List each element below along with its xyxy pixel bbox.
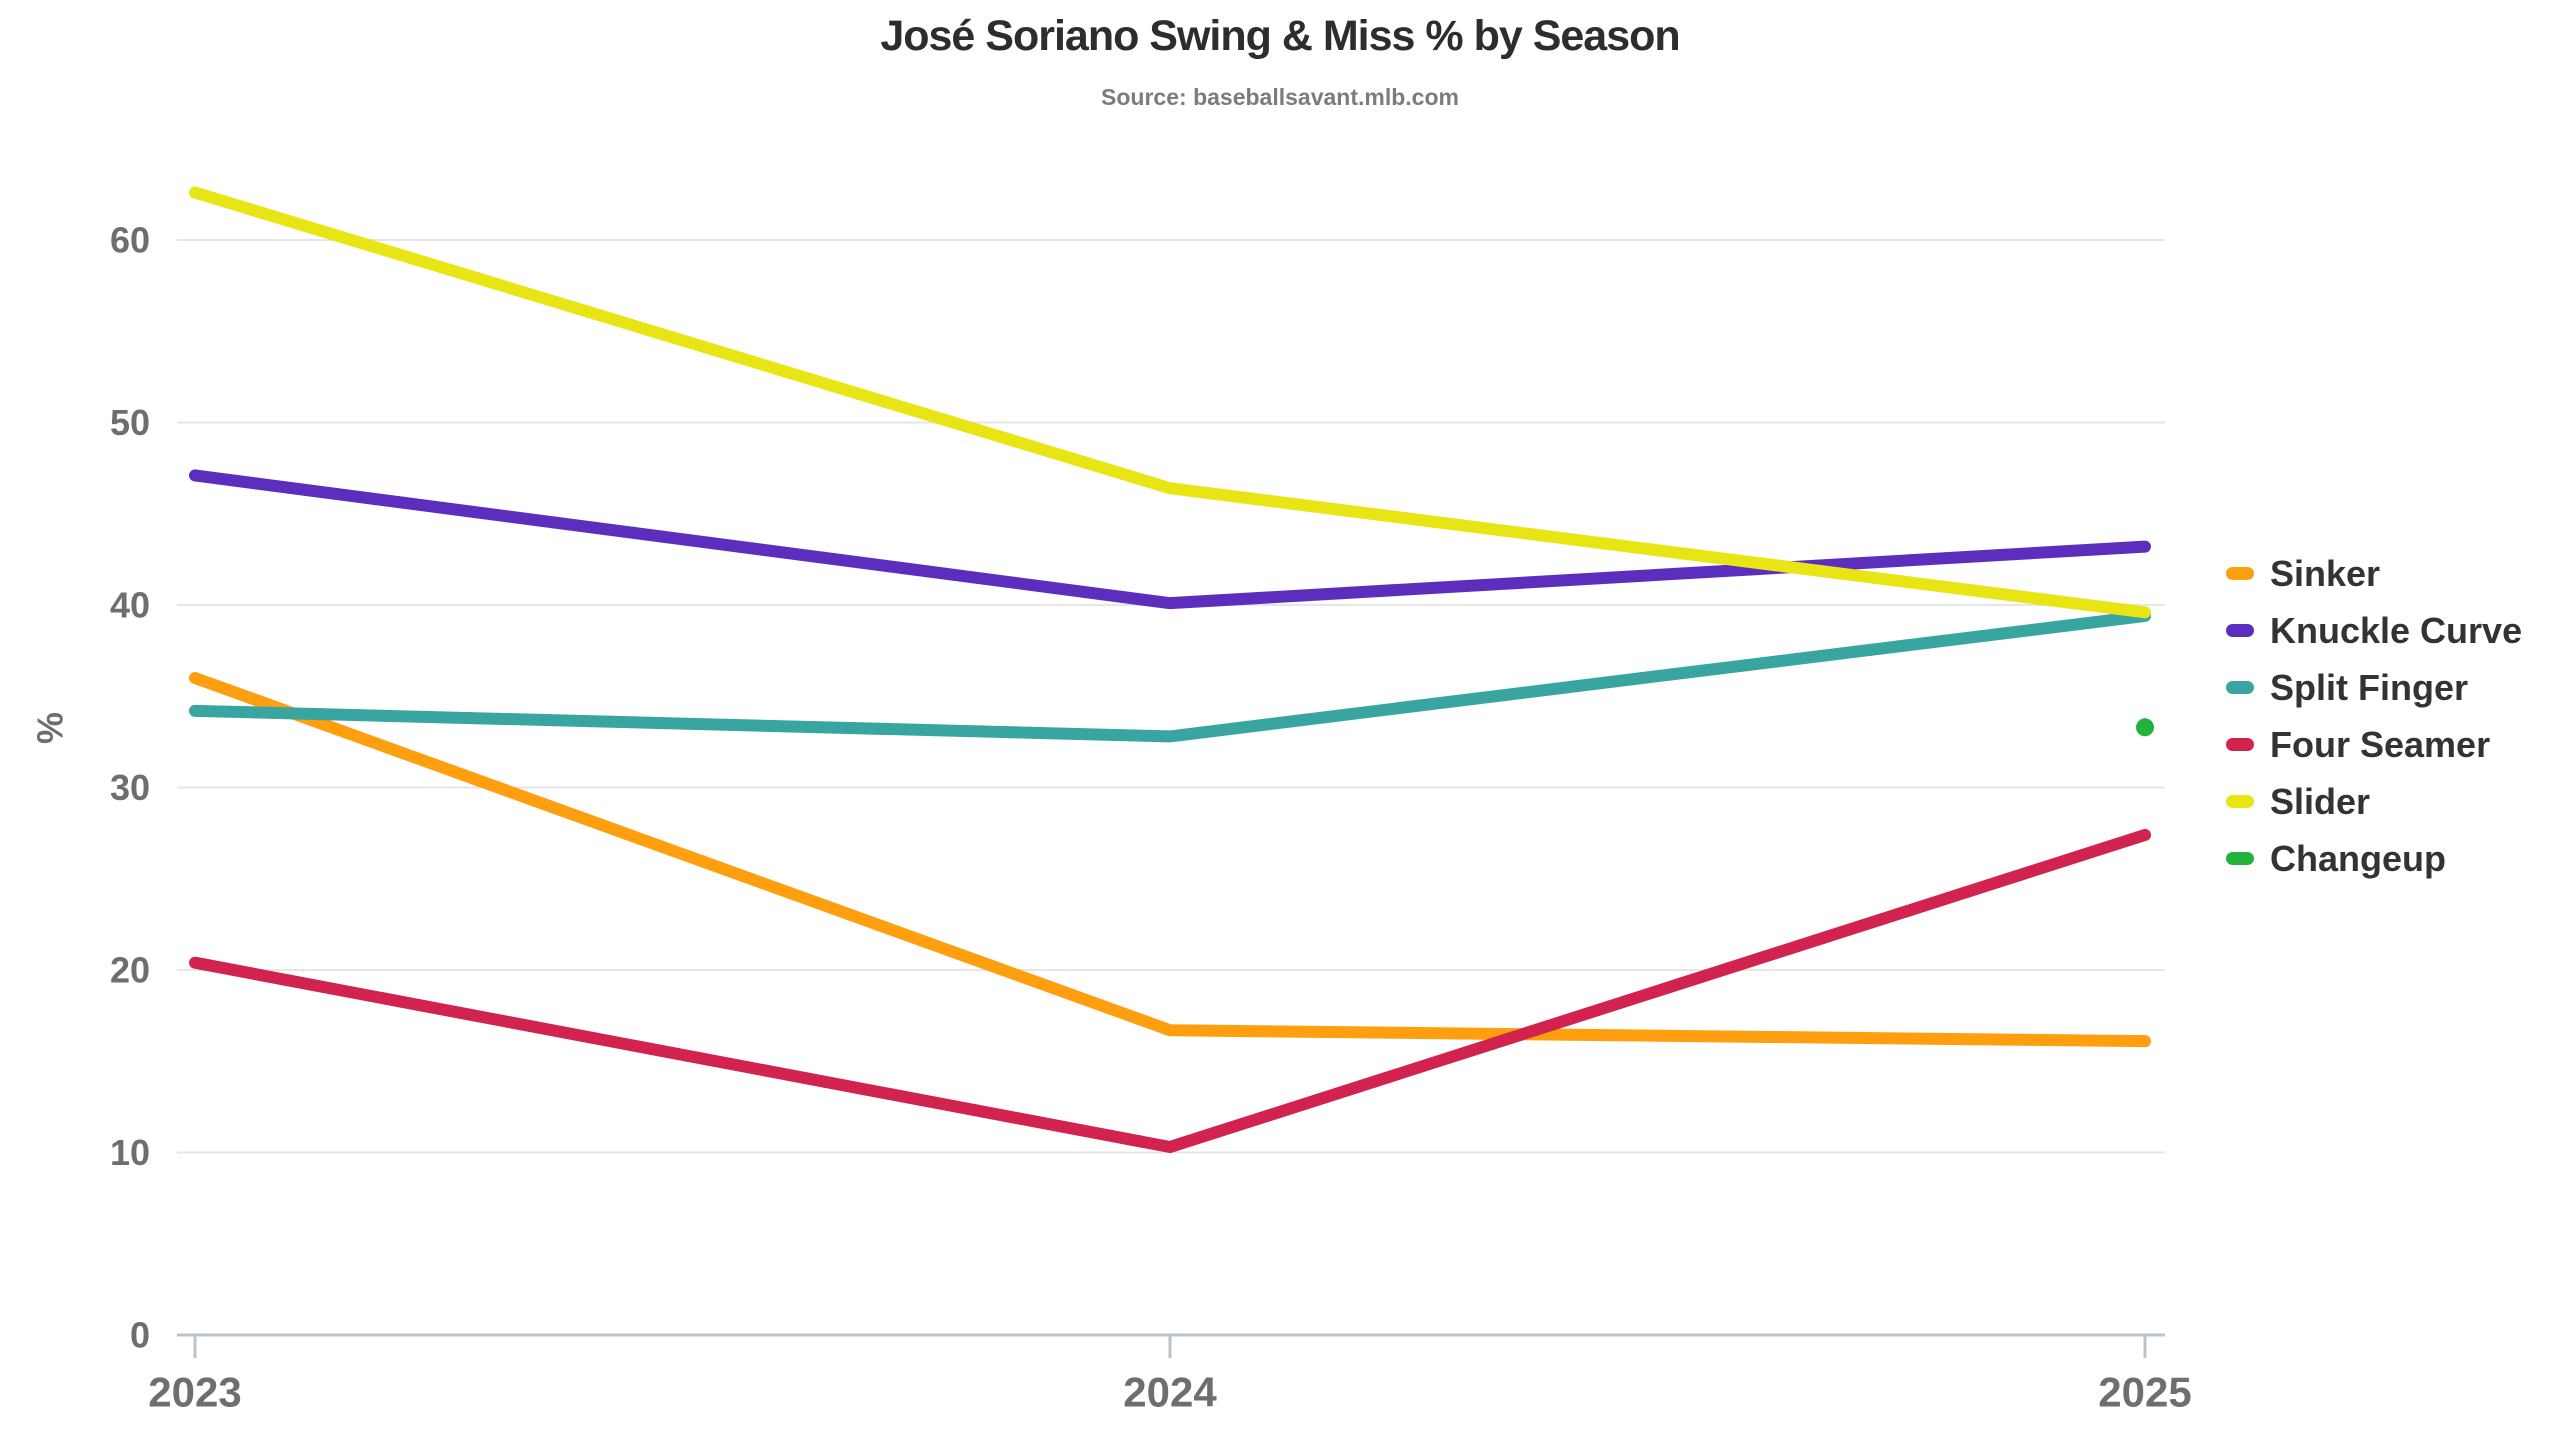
- y-tick-label-40: 40: [110, 585, 150, 626]
- series-line-slider: [189, 186, 2151, 619]
- x-tick-label-2023: 2023: [148, 1369, 241, 1416]
- legend-label-slider: Slider: [2270, 780, 2371, 822]
- legend-swatch-split-finger: [2226, 681, 2254, 694]
- legend-swatch-changeup: [2226, 852, 2254, 865]
- y-axis-title: %: [30, 712, 71, 744]
- legend-label-split-finger: Split Finger: [2270, 666, 2468, 708]
- legend-item-slider: Slider: [2226, 773, 2522, 830]
- legend-item-sinker: Sinker: [2226, 545, 2522, 602]
- chart-title: José Soriano Swing & Miss % by Season: [880, 12, 1680, 60]
- series-line-split-finger: [189, 609, 2151, 743]
- legend-label-knuckle-curve: Knuckle Curve: [2270, 609, 2523, 651]
- chart-legend: Sinker Knuckle Curve Split Finger Four Seam…: [2226, 545, 2522, 887]
- legend-item-changeup: Changeup: [2226, 830, 2522, 887]
- series-line-four-seamer: [189, 828, 2151, 1154]
- y-tick-label-20: 20: [110, 950, 150, 991]
- legend-label-four-seamer: Four Seamer: [2270, 723, 2491, 765]
- y-tick-label-50: 50: [110, 402, 150, 443]
- legend-swatch-sinker: [2226, 567, 2254, 580]
- series-line-knuckle-curve: [189, 469, 2151, 610]
- series-point-changeup: [2136, 718, 2154, 737]
- x-tick-label-2024: 2024: [1123, 1369, 1217, 1416]
- legend-item-split-finger: Split Finger: [2226, 659, 2522, 716]
- series-line-sinker: [189, 672, 2151, 1048]
- y-tick-label-30: 30: [110, 767, 150, 808]
- legend-label-sinker: Sinker: [2270, 552, 2381, 594]
- chart-subtitle: Source: baseballsavant.mlb.com: [1101, 84, 1459, 110]
- x-tick-label-2025: 2025: [2098, 1369, 2191, 1416]
- legend-item-knuckle-curve: Knuckle Curve: [2226, 602, 2522, 659]
- y-tick-label-0: 0: [130, 1315, 150, 1356]
- legend-item-four-seamer: Four Seamer: [2226, 716, 2522, 773]
- y-tick-label-10: 10: [110, 1132, 150, 1173]
- legend-label-changeup: Changeup: [2270, 837, 2446, 879]
- legend-swatch-slider: [2226, 795, 2254, 808]
- y-tick-label-60: 60: [110, 220, 150, 261]
- legend-swatch-knuckle-curve: [2226, 624, 2254, 637]
- legend-swatch-four-seamer: [2226, 738, 2254, 751]
